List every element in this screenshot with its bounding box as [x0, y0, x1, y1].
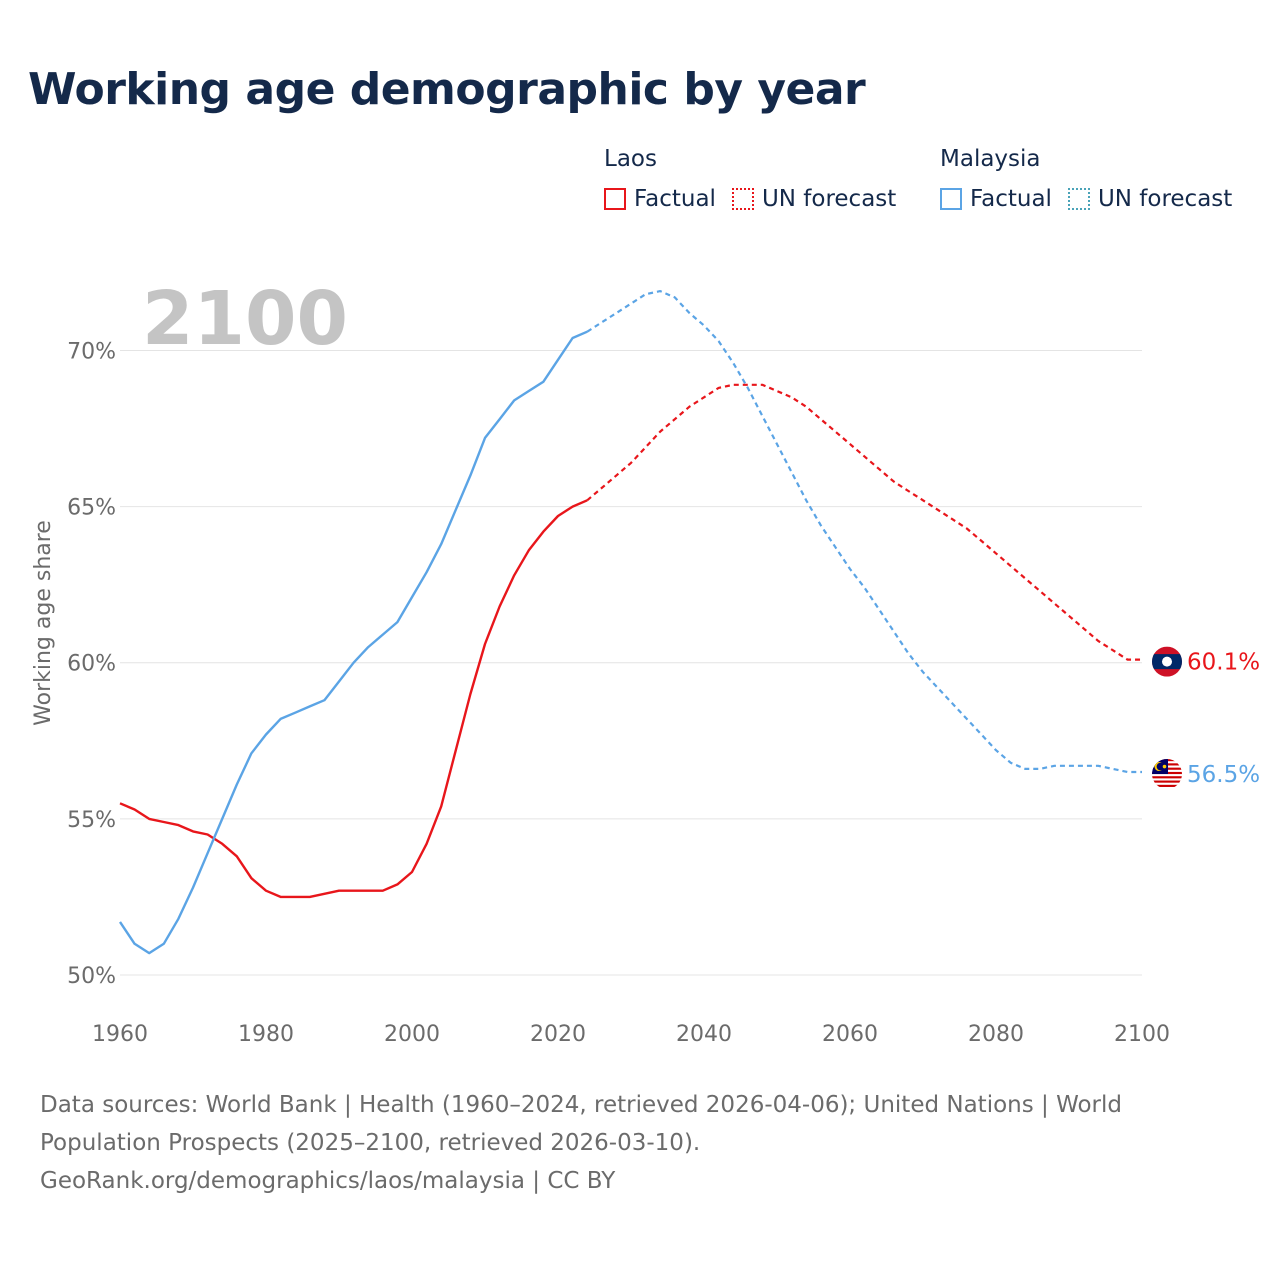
grid-lines [120, 349, 1142, 976]
legend-group-laos: Laos Factual UN forecast [604, 144, 912, 212]
legend-label-malaysia-forecast: UN forecast [1097, 186, 1233, 212]
legend-swatch-malaysia-forecast [1067, 188, 1090, 210]
malaysia-flag-icon [1152, 759, 1182, 790]
line-chart: 2100 50% 55% 60% 65% 70% 1960 1980 2000 2020 204… [31, 276, 1260, 1047]
y-tick-label: 60% [67, 652, 116, 677]
x-tick-label: 2060 [822, 1022, 878, 1047]
legend-swatch-laos-factual [604, 188, 626, 210]
legend-item-laos-factual[interactable]: Factual [604, 186, 716, 212]
data-sources: Data sources: World Bank | Health (1960–… [40, 1086, 1220, 1200]
series-line-malaysia-factual [119, 330, 588, 955]
end-label-laos: 60.1% [1187, 650, 1260, 676]
legend-country-malaysia: Malaysia [940, 146, 1041, 172]
series-end-markers: 60.1% 56.5% [1152, 646, 1260, 790]
x-axis-ticks: 1960 1980 2000 2020 2040 2060 2080 2100 [92, 1022, 1170, 1047]
end-label-malaysia: 56.5% [1187, 762, 1260, 788]
x-tick-label: 1960 [92, 1022, 148, 1047]
y-tick-label: 65% [67, 496, 116, 521]
x-tick-label: 2000 [384, 1022, 440, 1047]
laos-flag-icon [1152, 646, 1182, 677]
legend-item-laos-forecast[interactable]: UN forecast [731, 186, 897, 212]
legend-item-malaysia-factual[interactable]: Factual [940, 186, 1052, 212]
legend-label-malaysia-factual: Factual [970, 186, 1052, 212]
series-line-malaysia-forecast [586, 290, 1142, 774]
sources-line-2: Population Prospects (2025–2100, retriev… [40, 1130, 701, 1156]
legend-label-laos-factual: Factual [634, 186, 716, 212]
series-lines [119, 290, 1142, 955]
legend-item-malaysia-forecast[interactable]: UN forecast [1067, 186, 1233, 212]
x-tick-label: 2080 [968, 1022, 1024, 1047]
y-axis-ticks: 50% 55% 60% 65% 70% [67, 339, 116, 989]
year-watermark: 2100 [142, 276, 348, 362]
legend-label-laos-forecast: UN forecast [761, 186, 897, 212]
chart-title: Working age demographic by year [28, 64, 866, 115]
y-tick-label: 50% [67, 964, 116, 989]
series-line-laos-factual [119, 499, 588, 899]
sources-link[interactable]: GeoRank.org/demographics/laos/malaysia |… [40, 1168, 616, 1194]
y-tick-label: 70% [67, 339, 116, 364]
x-tick-label: 1980 [238, 1022, 294, 1047]
legend-group-malaysia: Malaysia Factual UN forecast [940, 144, 1248, 212]
legend-swatch-malaysia-factual [940, 188, 962, 210]
legend-country-laos: Laos [604, 146, 657, 172]
x-tick-label: 2040 [676, 1022, 732, 1047]
legend-swatch-laos-forecast [731, 188, 754, 210]
x-tick-label: 2100 [1114, 1022, 1170, 1047]
sources-line-1: Data sources: World Bank | Health (1960–… [40, 1092, 1122, 1118]
series-line-laos-forecast [586, 383, 1142, 661]
y-tick-label: 55% [67, 808, 116, 833]
y-axis-label: Working age share [31, 520, 56, 726]
x-tick-label: 2020 [530, 1022, 586, 1047]
